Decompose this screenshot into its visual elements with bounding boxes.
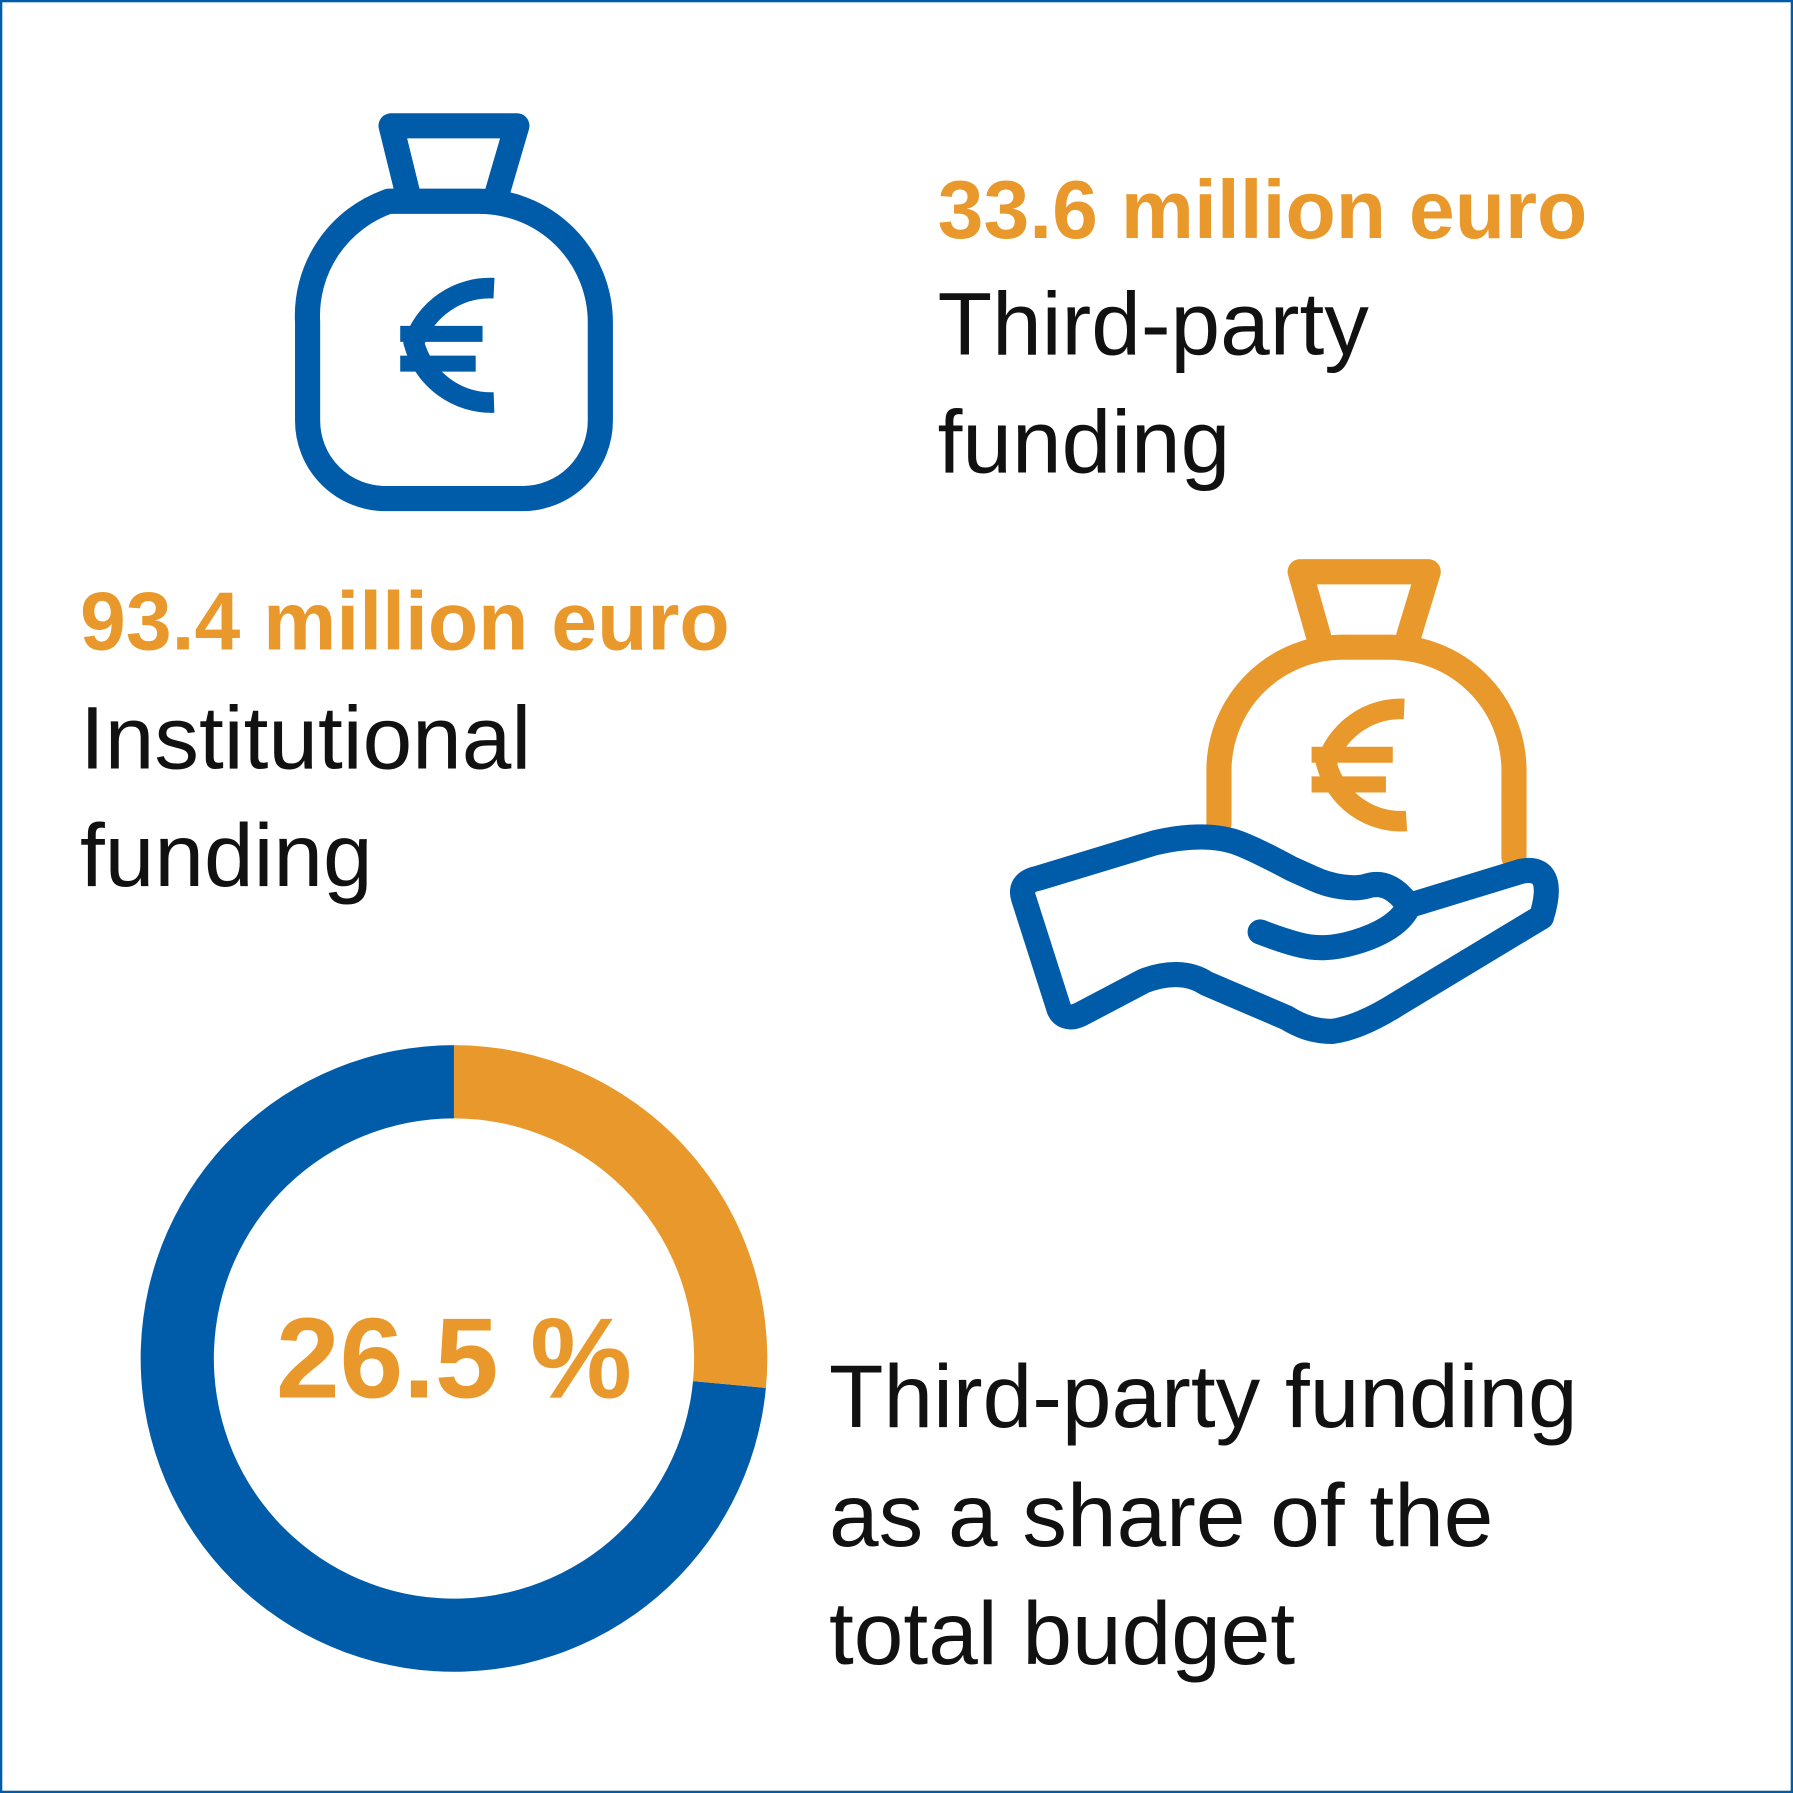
share-value-label: 26.5 %	[276, 1294, 632, 1422]
funding-hand-icon	[1010, 559, 1559, 1045]
money-bag-icon	[294, 113, 613, 512]
third-party-label: funding	[938, 391, 1231, 491]
institutional-label: funding	[80, 805, 373, 905]
share-caption: total budget	[829, 1583, 1295, 1683]
institutional-amount: 93.4 million euro	[80, 576, 730, 668]
third-party-label: Third-party	[938, 273, 1370, 373]
share-caption: Third-party funding	[829, 1346, 1578, 1446]
third-party-amount: 33.6 million euro	[938, 164, 1588, 256]
share-caption: as a share of the	[829, 1465, 1493, 1565]
donut-chart	[140, 1045, 768, 1672]
institutional-label: Institutional	[80, 687, 531, 787]
donut-share	[453, 1045, 768, 1388]
